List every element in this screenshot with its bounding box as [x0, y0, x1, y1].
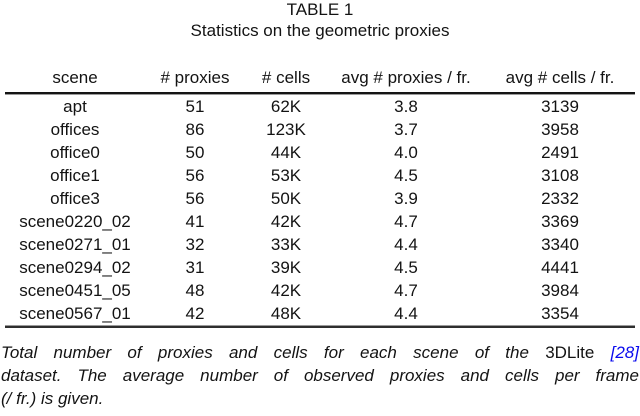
table-cell: 39K [270, 258, 302, 277]
table-cell: 42K [270, 281, 302, 300]
table-cell: 4.0 [394, 143, 418, 162]
table-cell: 53K [270, 166, 302, 185]
row-label: offices [50, 120, 100, 139]
table-cell: 50K [270, 189, 302, 208]
table-cell: 3984 [541, 281, 579, 300]
stats-table: scene # proxies # cells avg # proxies / … [5, 62, 635, 328]
table-cell: 3354 [541, 304, 579, 323]
table-cell: 4.5 [394, 258, 418, 277]
table-cell: 62K [270, 97, 302, 116]
table-cell: 56 [185, 166, 205, 185]
table-cell: 48K [270, 304, 302, 323]
table-cell: 2332 [541, 189, 579, 208]
table-cell: 41 [185, 212, 205, 231]
citation-link[interactable]: [28] [610, 343, 639, 362]
dataset-name: 3DLite [545, 343, 595, 362]
table-cell: 42 [185, 304, 205, 323]
table-cell: 56 [185, 189, 205, 208]
row-label: scene0294_02 [19, 258, 131, 277]
caption-line-1: Total number of proxies and cells for ea… [1, 341, 639, 364]
table-cell: 31 [185, 258, 205, 277]
table-cell: 123K [266, 120, 306, 139]
table-cell: 42K [270, 212, 302, 231]
table-cell: 3.8 [394, 97, 418, 116]
caption-text: Total number of proxies and cells for ea… [1, 343, 529, 362]
row-label: scene0451_05 [19, 281, 131, 300]
bottom-rule [5, 325, 635, 328]
table-cell: 3.7 [394, 120, 418, 139]
table-cell: 4.7 [394, 281, 418, 300]
row-label: scene0567_01 [19, 304, 131, 323]
table-cell: 51 [185, 97, 205, 116]
table-caption: Total number of proxies and cells for ea… [1, 341, 639, 410]
row-label: office0 [50, 143, 100, 162]
table-cell: 44K [270, 143, 302, 162]
table-cell: 86 [185, 120, 205, 139]
column-header-proxies: # proxies [160, 68, 230, 87]
row-label: scene0220_02 [19, 212, 131, 231]
table-cell: 4.4 [394, 304, 418, 323]
column-header-cells: # cells [261, 68, 311, 87]
row-label: scene0271_01 [19, 235, 131, 254]
table-cell: 3340 [541, 235, 579, 254]
table-cell: 4.7 [394, 212, 418, 231]
table-cell: 48 [185, 281, 205, 300]
table-number-title: TABLE 1 [286, 0, 354, 19]
row-label: office3 [50, 189, 100, 208]
caption-line-2: dataset. The average number of observed … [1, 366, 639, 385]
table-cell: 4.4 [394, 235, 418, 254]
table-cell: 4441 [541, 258, 579, 277]
table-subtitle: Statistics on the geometric proxies [190, 21, 450, 40]
table-cell: 32 [185, 235, 205, 254]
header-rule [5, 92, 635, 95]
column-header-avg-cells: avg # cells / fr. [505, 68, 615, 87]
table-cell: 4.5 [394, 166, 418, 185]
column-header-scene: scene [52, 68, 98, 87]
row-label: apt [63, 97, 87, 116]
table-cell: 3369 [541, 212, 579, 231]
table-cell: 3958 [541, 120, 579, 139]
caption-line-3: (/ fr.) is given. [1, 389, 104, 408]
table-cell: 2491 [541, 143, 579, 162]
table-cell: 33K [270, 235, 302, 254]
table-cell: 3.9 [394, 189, 418, 208]
table-cell: 50 [185, 143, 205, 162]
row-label: office1 [50, 166, 100, 185]
table-cell: 3108 [541, 166, 579, 185]
column-header-avg-proxies: avg # proxies / fr. [341, 68, 471, 87]
table-cell: 3139 [541, 97, 579, 116]
